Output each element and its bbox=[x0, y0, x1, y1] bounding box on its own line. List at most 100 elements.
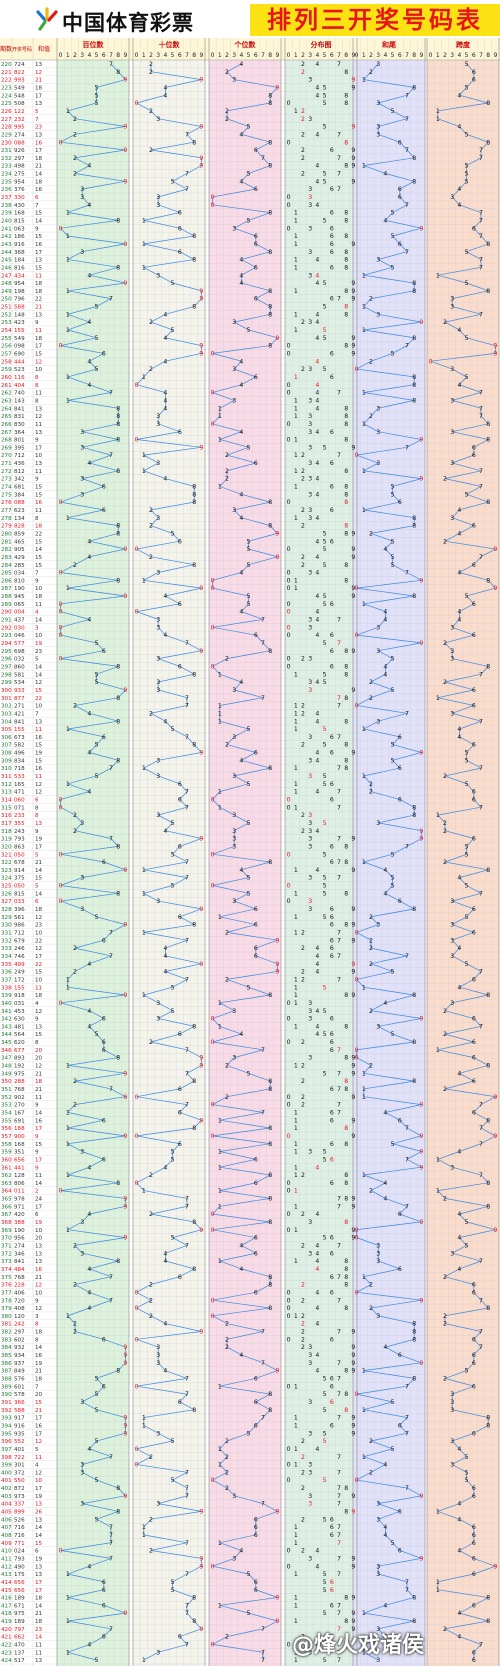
digit-mark-distribution: 1 bbox=[294, 1141, 298, 1148]
digit-mark-span: 4 bbox=[457, 92, 461, 99]
digit-mark-sum_tail: 2 bbox=[369, 358, 373, 365]
digit-mark-units: 2 bbox=[225, 69, 229, 76]
digit-mark-sum_tail: 4 bbox=[383, 1602, 387, 1609]
number-cell: 720 bbox=[14, 1298, 25, 1304]
digit-mark-span: 5 bbox=[465, 61, 469, 68]
digit-mark-units: 6 bbox=[254, 1250, 258, 1257]
digit-mark-distribution: 5 bbox=[323, 1438, 327, 1445]
number-cell: 148 bbox=[14, 312, 25, 318]
digit-mark-hundreds: 3 bbox=[80, 249, 84, 256]
digit-mark-tens: 6 bbox=[178, 225, 182, 232]
digit-mark-distribution: 0 bbox=[287, 421, 291, 428]
digit-mark-distribution: 6 bbox=[330, 507, 334, 514]
digit-mark-units: 6 bbox=[254, 1376, 258, 1383]
digit-mark-units: 8 bbox=[268, 1141, 272, 1148]
digit-mark-tens: 2 bbox=[149, 147, 153, 154]
digit-mark-span: 9 bbox=[493, 546, 497, 553]
digit-mark-hundreds: 5 bbox=[95, 914, 99, 921]
digit-mark-distribution: 3 bbox=[308, 898, 312, 905]
digit-mark-tens: 0 bbox=[135, 100, 139, 107]
sum-cell: 13 bbox=[35, 1024, 43, 1030]
digit-mark-tens: 8 bbox=[192, 257, 196, 264]
digit-mark-span: 6 bbox=[472, 225, 476, 232]
digit-mark-distribution: 7 bbox=[337, 1274, 341, 1281]
digit-mark-sum_tail: 2 bbox=[369, 296, 373, 303]
digit-mark-units: 8 bbox=[268, 249, 272, 256]
issue-cell: 417 bbox=[1, 1603, 12, 1609]
header-hundreds: 百位数 bbox=[83, 40, 105, 49]
digit-mark-distribution: 5 bbox=[323, 538, 327, 545]
digit-mark-span: 5 bbox=[465, 851, 469, 858]
digit-mark-span: 5 bbox=[465, 249, 469, 256]
issue-cell: 275 bbox=[1, 492, 12, 498]
digit-mark-sum_tail: 5 bbox=[391, 484, 395, 491]
digit-mark-span: 9 bbox=[493, 585, 497, 592]
sum-cell: 15 bbox=[35, 492, 43, 498]
digit-mark-tens: 3 bbox=[156, 898, 160, 905]
digit-mark-sum_tail: 3 bbox=[376, 1313, 380, 1320]
issue-cell: 229 bbox=[1, 132, 12, 138]
issue-cell: 370 bbox=[1, 1236, 12, 1242]
digit-label-units: 3 bbox=[232, 52, 236, 59]
digit-mark-sum_tail: 9 bbox=[419, 750, 423, 757]
digit-mark-units: 8 bbox=[268, 139, 272, 146]
digit-label-tens: 6 bbox=[178, 52, 182, 59]
digit-mark-span: 5 bbox=[465, 883, 469, 890]
digit-mark-tens: 4 bbox=[163, 397, 167, 404]
digit-label-distribution: 0 bbox=[287, 52, 291, 59]
digit-mark-sum_tail: 4 bbox=[383, 1524, 387, 1531]
number-cell: 793 bbox=[14, 837, 25, 843]
digit-mark-distribution: 5 bbox=[323, 781, 327, 788]
digit-mark-span: 6 bbox=[472, 1078, 476, 1085]
issue-cell: 246 bbox=[1, 265, 12, 271]
digit-mark-span: 8 bbox=[486, 1595, 490, 1602]
sum-cell: 11 bbox=[35, 727, 43, 733]
digit-mark-distribution: 7 bbox=[337, 1391, 341, 1398]
digit-mark-span: 4 bbox=[457, 124, 461, 131]
digit-mark-tens: 5 bbox=[171, 1579, 175, 1586]
digit-mark-distribution: 2 bbox=[301, 742, 305, 749]
digit-label-span: 4 bbox=[457, 52, 461, 59]
digit-mark-distribution: 4 bbox=[315, 382, 319, 389]
digit-mark-distribution: 4 bbox=[315, 757, 319, 764]
digit-mark-distribution: 2 bbox=[301, 116, 305, 123]
digit-mark-units: 4 bbox=[239, 757, 243, 764]
digit-mark-distribution: 4 bbox=[315, 319, 319, 326]
sum-cell: 12 bbox=[35, 790, 42, 796]
digit-mark-units: 0 bbox=[211, 1313, 215, 1320]
digit-mark-hundreds: 7 bbox=[109, 1274, 113, 1281]
trend-line-tens bbox=[135, 63, 203, 1661]
sum-cell: 17 bbox=[35, 445, 43, 451]
digit-mark-tens: 7 bbox=[185, 804, 189, 811]
digit-mark-hundreds: 0 bbox=[59, 797, 63, 804]
digit-mark-hundreds: 8 bbox=[116, 718, 120, 725]
digit-mark-sum_tail: 7 bbox=[405, 1203, 409, 1210]
issue-cell: 360 bbox=[1, 1157, 12, 1163]
digit-label-tens: 0 bbox=[135, 52, 139, 59]
digit-mark-distribution: 9 bbox=[351, 750, 355, 757]
digit-label-distribution: 8 bbox=[344, 52, 348, 59]
digit-mark-distribution: 0 bbox=[287, 609, 291, 616]
sum-cell: 11 bbox=[35, 422, 43, 428]
digit-mark-hundreds: 2 bbox=[73, 131, 77, 138]
digit-mark-distribution: 1 bbox=[294, 726, 298, 733]
digit-mark-sum_tail: 9 bbox=[419, 1102, 423, 1109]
digit-mark-sum_tail: 1 bbox=[362, 468, 366, 475]
sum-cell: 15 bbox=[35, 876, 43, 882]
number-cell: 190 bbox=[14, 586, 25, 592]
digit-mark-distribution: 3 bbox=[308, 1430, 312, 1437]
digit-mark-span: 2 bbox=[443, 1008, 447, 1015]
issue-cell: 230 bbox=[1, 140, 12, 146]
digit-mark-distribution: 8 bbox=[344, 1078, 348, 1085]
digit-mark-span: 3 bbox=[450, 194, 454, 201]
digit-mark-units: 9 bbox=[275, 961, 279, 968]
digit-mark-sum_tail: 1 bbox=[362, 601, 366, 608]
issue-cell: 287 bbox=[1, 586, 12, 592]
digit-mark-span: 8 bbox=[486, 1422, 490, 1429]
digit-mark-units: 5 bbox=[247, 1430, 251, 1437]
number-cell: 978 bbox=[14, 1197, 25, 1203]
issue-cell: 222 bbox=[1, 78, 12, 84]
number-cell: 552 bbox=[14, 1439, 25, 1445]
digit-mark-units: 8 bbox=[268, 648, 272, 655]
digit-mark-sum_tail: 3 bbox=[376, 1657, 380, 1664]
